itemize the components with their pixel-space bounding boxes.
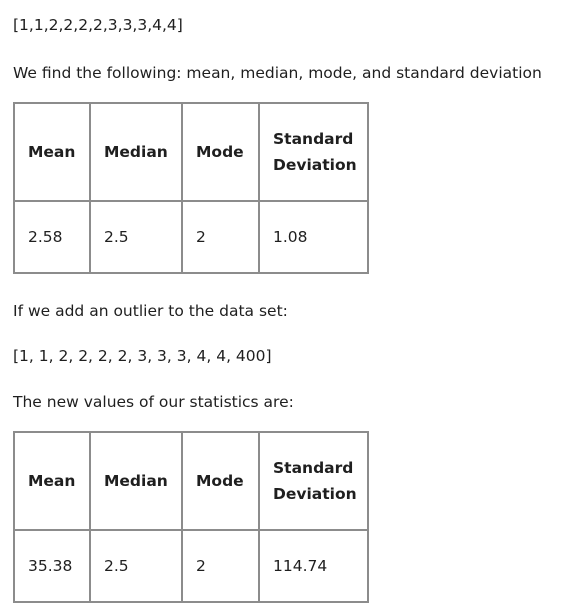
header-mean: Mean [13, 102, 91, 202]
header-standard-deviation: Standard Deviation [258, 102, 369, 202]
cell-median: 2.5 [89, 529, 183, 603]
cell-mode: 2 [181, 529, 260, 603]
outlier-stats-table: Mean Median Mode Standard Deviation 35.3… [13, 431, 369, 603]
table-header-row: Mean Median Mode Standard Deviation [13, 102, 369, 202]
intro-text: We find the following: mean, median, mod… [13, 64, 542, 82]
new-values-text: The new values of our statistics are: [13, 393, 294, 411]
original-dataset: [1,1,2,2,2,2,3,3,3,4,4] [13, 16, 183, 34]
header-std-line2: Deviation [273, 156, 357, 174]
table-header-row: Mean Median Mode Standard Deviation [13, 431, 369, 531]
header-std-line2: Deviation [273, 485, 357, 503]
header-median: Median [89, 431, 183, 531]
outlier-text: If we add an outlier to the data set: [13, 302, 288, 320]
header-mean: Mean [13, 431, 91, 531]
header-std-line1: Standard [273, 130, 354, 148]
header-standard-deviation: Standard Deviation [258, 431, 369, 531]
header-mode: Mode [181, 431, 260, 531]
cell-mean: 35.38 [13, 529, 91, 603]
header-std-line1: Standard [273, 459, 354, 477]
outlier-dataset: [1, 1, 2, 2, 2, 2, 3, 3, 3, 4, 4, 400] [13, 347, 272, 365]
original-stats-table: Mean Median Mode Standard Deviation 2.58… [13, 102, 369, 274]
header-mode: Mode [181, 102, 260, 202]
cell-mean: 2.58 [13, 200, 91, 274]
cell-std-dev: 1.08 [258, 200, 369, 274]
cell-median: 2.5 [89, 200, 183, 274]
table-row: 35.38 2.5 2 114.74 [13, 529, 369, 603]
cell-mode: 2 [181, 200, 260, 274]
cell-std-dev: 114.74 [258, 529, 369, 603]
header-median: Median [89, 102, 183, 202]
table-row: 2.58 2.5 2 1.08 [13, 200, 369, 274]
